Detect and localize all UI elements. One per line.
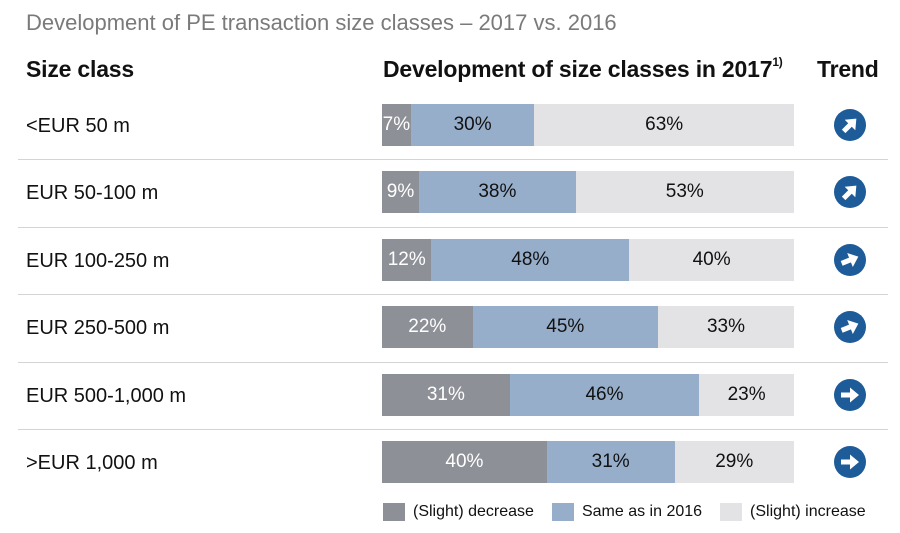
header-development: Development of size classes in 20171) — [383, 55, 783, 83]
row-divider — [18, 159, 888, 161]
stacked-bar: 31% 46% 23% — [382, 373, 794, 416]
legend-label: Same as in 2016 — [581, 503, 703, 520]
stacked-bar: 12% 48% 40% — [382, 238, 794, 281]
data-label: 9% — [386, 181, 415, 203]
bar-segment: 38% — [419, 171, 576, 214]
row-divider — [18, 294, 888, 296]
data-label: 40% — [445, 451, 484, 472]
data-label: 12% — [387, 248, 426, 270]
bar-segment: 22% — [382, 306, 473, 349]
legend-item: Same as in 2016 — [551, 503, 703, 521]
data-label: 31% — [426, 383, 465, 405]
bar-segment: 31% — [546, 441, 675, 483]
size-class-label: EUR 250-500 m — [26, 317, 170, 340]
row-divider — [18, 361, 888, 363]
bar-segment: 45% — [472, 306, 659, 349]
data-label: 63% — [645, 114, 684, 135]
bar-segment: 40% — [629, 238, 794, 281]
legend: (Slight) decrease Same as in 2016 (Slight)… — [383, 503, 884, 521]
header-footnote-mark: 1) — [772, 55, 783, 70]
legend-label: (Slight) increase — [750, 503, 866, 520]
bar-segment: 48% — [431, 238, 630, 281]
header-development-label: Development of size classes in 2017 — [383, 56, 773, 82]
data-label: 40% — [692, 248, 731, 270]
stacked-bar: 22% 45% 33% — [382, 306, 794, 349]
bar-segment: 9% — [382, 171, 420, 214]
bar-segment: 63% — [534, 104, 794, 146]
bar-segment: 53% — [575, 171, 794, 214]
data-label: 31% — [591, 451, 630, 472]
chart-title: Development of PE transaction size class… — [26, 10, 617, 35]
arrow-right-icon — [834, 446, 866, 478]
data-label: 7% — [382, 114, 411, 135]
arrow-up-right-icon — [834, 109, 866, 141]
data-label: 45% — [546, 316, 585, 338]
arrow-up-right-icon — [834, 176, 866, 209]
bar-segment: 29% — [674, 441, 794, 483]
data-label: 30% — [453, 114, 492, 135]
legend-item: (Slight) increase — [720, 503, 866, 521]
bar-segment: 31% — [382, 373, 510, 416]
size-class-label: EUR 100-250 m — [26, 249, 170, 272]
arrow-slight-up-right-icon — [834, 243, 866, 276]
row-divider — [18, 429, 888, 430]
bar-segment: 7% — [382, 104, 411, 146]
size-class-label: <EUR 50 m — [26, 115, 130, 137]
header-trend: Trend — [817, 56, 879, 82]
data-label: 23% — [727, 383, 766, 405]
bar-segment: 23% — [699, 373, 794, 416]
legend-swatch — [720, 503, 743, 521]
data-label: 48% — [511, 248, 550, 270]
data-label: 46% — [585, 383, 624, 405]
stacked-bar: 40% 31% 29% — [382, 441, 794, 483]
bar-segment: 40% — [382, 441, 547, 483]
data-label: 33% — [706, 316, 745, 338]
data-label: 38% — [478, 181, 517, 203]
legend-swatch — [383, 503, 405, 521]
legend-item: (Slight) decrease — [383, 503, 534, 521]
legend-swatch — [551, 503, 574, 521]
stacked-bar: 7% 30% 63% — [382, 104, 794, 146]
data-label: 22% — [408, 316, 447, 338]
bar-segment: 12% — [382, 238, 432, 281]
size-class-label: EUR 50-100 m — [26, 182, 159, 205]
row-divider — [18, 226, 888, 228]
size-class-label: EUR 500-1,000 m — [26, 384, 187, 407]
bar-segment: 30% — [410, 104, 535, 146]
header-size-class: Size class — [26, 56, 134, 82]
legend-label: (Slight) decrease — [413, 503, 534, 520]
arrow-right-icon — [834, 378, 866, 411]
bar-segment: 46% — [509, 373, 700, 416]
arrow-slight-up-right-icon — [834, 311, 866, 344]
data-label: 29% — [715, 451, 754, 472]
data-label: 53% — [665, 181, 704, 203]
size-class-label: >EUR 1,000 m — [26, 452, 158, 474]
bar-segment: 33% — [658, 306, 794, 349]
stacked-bar: 9% 38% 53% — [382, 171, 794, 214]
